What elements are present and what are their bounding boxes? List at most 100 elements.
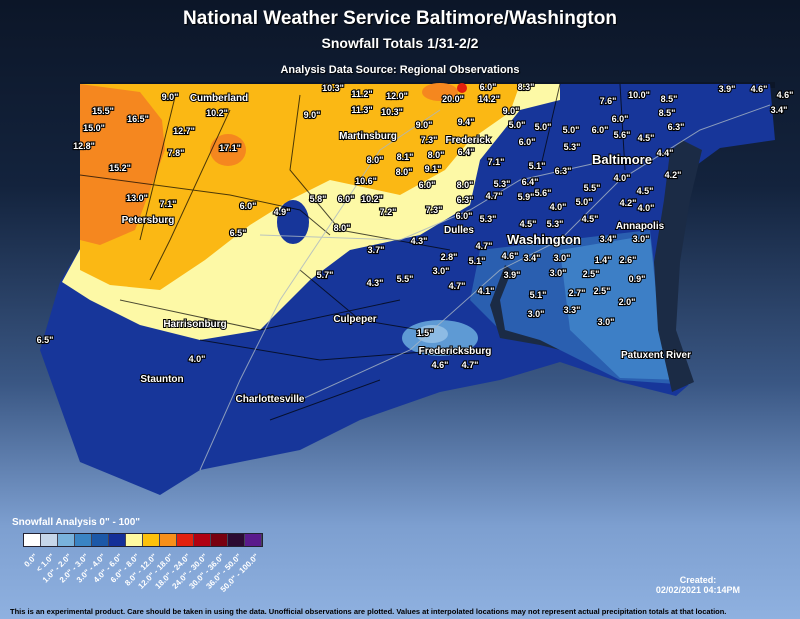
snowfall-observation: 7.6": [600, 96, 617, 106]
snowfall-observation: 8.5": [661, 94, 678, 104]
snowfall-observation: 4.5": [520, 219, 537, 229]
city-labels: Cumberland Petersburg Martinsburg Frederick…: [121, 92, 693, 406]
snowfall-observation: 3.4": [771, 105, 788, 115]
snowfall-observation: 6.4": [458, 147, 475, 157]
city-label: Fredericksburg: [419, 346, 492, 357]
data-source: Analysis Data Source: Regional Observati…: [280, 64, 520, 76]
snowfall-observation: 16.5": [127, 114, 149, 124]
snowfall-observation: 5.5": [397, 274, 414, 284]
legend-swatch: [75, 534, 92, 546]
snowfall-observation: 8.0": [428, 150, 445, 160]
city-label: Washington: [507, 232, 581, 247]
snowfall-observation: 4.1": [478, 286, 495, 296]
snowfall-observation: 5.1": [469, 256, 486, 266]
snowfall-observation: 5.7": [317, 270, 334, 280]
snowfall-observation: 12.8": [73, 141, 95, 151]
region-24-30in: [457, 83, 467, 93]
snowfall-observation: 12.7": [173, 126, 195, 136]
city-label: Dulles: [444, 225, 474, 236]
snowfall-observation: 4.7": [449, 281, 466, 291]
snowfall-observation: 3.0": [528, 309, 545, 319]
legend-swatch: [228, 534, 245, 546]
region-18-24in: [422, 83, 458, 101]
snowfall-observation: 3.4": [524, 253, 541, 263]
snowfall-observation: 4.6": [502, 251, 519, 261]
region-12-18in-blob: [210, 134, 246, 166]
snowfall-observation: 8.3": [518, 82, 535, 92]
snowfall-observation: 3.7": [368, 245, 385, 255]
legend-swatch: [24, 534, 41, 546]
created-time: 02/02/2021 04:14PM: [655, 585, 740, 595]
snowfall-observation: 4.5": [638, 133, 655, 143]
snowfall-observation: 6.0": [240, 201, 257, 211]
snowfall-observation: 5.6": [535, 188, 552, 198]
snowfall-observation: 9.0": [416, 120, 433, 130]
snowfall-observation: 11.3": [351, 105, 372, 115]
snowfall-observation: 8.0": [396, 167, 413, 177]
region-2-3in: [560, 235, 686, 380]
legend-swatch: [109, 534, 126, 546]
snowfall-observation: 9.0": [162, 92, 179, 102]
snowfall-observation: 20.0": [442, 94, 464, 104]
snowfall-observation: 5.0": [535, 122, 552, 132]
legend-swatch: [245, 534, 262, 546]
snowfall-observation: 4.6": [751, 84, 768, 94]
snowfall-observation: 2.7": [569, 288, 586, 298]
snowfall-observation: 4.3": [411, 236, 428, 246]
snowfall-observation: 6.0": [612, 114, 629, 124]
snowfall-observation: 3.4": [600, 234, 617, 244]
snowfall-observation: 8.1": [397, 152, 414, 162]
snowfall-observation: 4.6": [777, 90, 794, 100]
snowfall-observation: 1.5": [417, 328, 434, 338]
city-label: Martinsburg: [339, 131, 397, 142]
snowfall-observation: 15.0": [83, 123, 105, 133]
snowfall-observation: 8.0": [367, 155, 384, 165]
legend-swatch: [143, 534, 160, 546]
snowfall-observation: 12.0": [386, 91, 408, 101]
snowfall-observation: 6.5": [230, 228, 247, 238]
snowfall-observation: 4.4": [657, 148, 674, 158]
snowfall-observation: 5.5": [584, 183, 601, 193]
snowfall-observation: 4.0": [638, 203, 655, 213]
legend-swatch: [126, 534, 143, 546]
observation-labels: 9.0" 15.5" 16.5" 15.0" 12.8" 12.7" 10.2" 7.8" 17…: [36, 81, 795, 371]
snowfall-observation: 9.4": [458, 117, 475, 127]
snowfall-observation: 5.1": [529, 161, 546, 171]
legend-swatch: [160, 534, 177, 546]
snowfall-observation: 2.0": [619, 297, 636, 307]
snowfall-observation: 4.3": [367, 278, 384, 288]
snowfall-observation: 2.5": [594, 286, 611, 296]
snowfall-observation: 7.1": [488, 157, 505, 167]
snowfall-observation: 6.4": [522, 177, 539, 187]
snowfall-observation: 2.6": [620, 255, 637, 265]
city-label: Harrisonburg: [163, 319, 226, 330]
snowfall-observation: 8.5": [659, 108, 676, 118]
snowfall-observation: 4.0": [189, 354, 206, 364]
snowfall-observation: 6.0": [592, 125, 609, 135]
snowfall-observation: 5.0": [563, 125, 580, 135]
city-label: Cumberland: [190, 93, 248, 104]
snowfall-observation: 5.1": [530, 290, 547, 300]
snowfall-observation: 13.0": [126, 193, 148, 203]
snowfall-observation: 3.9": [719, 84, 736, 94]
snowfall-observation: 3.9": [504, 270, 521, 280]
snowfall-observation: 5.6": [614, 130, 631, 140]
city-label: Patuxent River: [621, 350, 691, 361]
snowfall-observation: 10.3": [322, 83, 344, 93]
legend-swatch: [211, 534, 228, 546]
snowfall-observation: 7.1": [160, 199, 177, 209]
snowfall-observation: 5.0": [576, 197, 593, 207]
created-stamp: Created: 02/02/2021 04:14PM: [656, 575, 740, 595]
snowfall-observation: 4.0": [614, 173, 631, 183]
region-12-18in: [80, 84, 165, 245]
legend-swatch: [194, 534, 211, 546]
chesapeake-bay: [654, 140, 702, 392]
city-label: Petersburg: [122, 215, 175, 226]
snowfall-observation: 6.3": [668, 122, 685, 132]
snowfall-observation: 4.2": [620, 198, 637, 208]
snowfall-observation: 5.9": [518, 192, 535, 202]
snowfall-observation: 9.0": [503, 106, 520, 116]
snowfall-observation: 6.3": [457, 195, 474, 205]
snowfall-observation: 3.0": [433, 266, 450, 276]
